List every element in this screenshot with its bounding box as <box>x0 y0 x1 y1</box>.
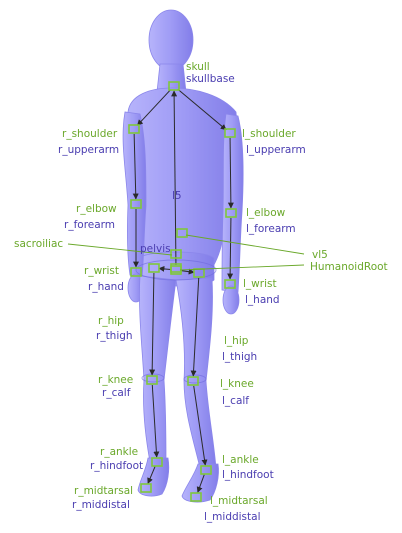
humanoidroot-leader <box>179 264 305 271</box>
joint-box-skullbase <box>168 81 180 91</box>
joint-box-r_middistal <box>140 483 152 493</box>
joint-box-l_calf <box>187 376 199 386</box>
label-skullbase: skullbase <box>186 73 235 85</box>
bone-skullbase-to-l_upperarm <box>177 88 227 131</box>
bone-r_thigh-to-r_calf <box>149 272 156 376</box>
joint-box-l_forearm <box>225 208 237 218</box>
label-r-calf: r_calf <box>102 387 131 399</box>
label-l-hip: l_hip <box>224 335 249 347</box>
labels: skull skullbase r_shoulder r_upperarm l_… <box>14 61 388 523</box>
joint-box-vl5 <box>176 228 188 238</box>
label-l-hand: l_hand <box>245 294 280 306</box>
label-r-hand: r_hand <box>88 281 124 293</box>
label-humanoidroot: HumanoidRoot <box>310 261 388 273</box>
bone-l_thigh-to-l_calf <box>190 277 200 377</box>
joint-box-r_hand <box>130 267 142 277</box>
label-r-shoulder: r_shoulder <box>62 128 118 140</box>
label-sacroiliac: sacroiliac <box>14 238 63 250</box>
label-r-forearm: r_forearm <box>64 219 115 231</box>
label-l-elbow: l_elbow <box>246 207 286 219</box>
bone-l_forearm-to-l_hand <box>227 217 234 280</box>
vl5-leader <box>185 234 305 255</box>
bones-layer <box>132 88 234 493</box>
label-r-knee: r_knee <box>98 374 133 386</box>
label-r-upperarm: r_upperarm <box>58 144 119 156</box>
bone-humanoidroot-to-skullbase <box>171 90 178 266</box>
label-r-hindfoot: r_hindfoot <box>90 460 143 472</box>
joint-box-r_upperarm <box>128 124 140 134</box>
label-pelvis: pelvis <box>140 243 171 255</box>
joint-box-l_middistal <box>190 492 202 502</box>
label-r-middistal: r_middistal <box>72 499 130 511</box>
joint-box-l_hand <box>224 279 236 289</box>
label-r-hip: r_hip <box>98 315 124 327</box>
joint-box-r_calf <box>146 375 158 385</box>
label-r-wrist: r_wrist <box>84 265 119 277</box>
label-l-hindfoot: l_hindfoot <box>222 469 274 481</box>
joint-box-l_hindfoot <box>200 465 212 475</box>
label-r-elbow: r_elbow <box>76 203 117 215</box>
label-l5: l5 <box>172 190 182 202</box>
label-l-wrist: l_wrist <box>243 278 277 290</box>
joint-box-r_thigh <box>148 263 160 273</box>
label-l-midtarsal: l_midtarsal <box>210 495 268 507</box>
label-l-forearm: l_forearm <box>246 223 296 235</box>
joint-box-r_hindfoot <box>151 457 163 467</box>
label-l-middistal: l_middistal <box>204 511 261 523</box>
bone-r_hindfoot-to-r_middistal <box>147 466 156 484</box>
bone-r_upperarm-to-r_forearm <box>132 133 139 200</box>
left-leg-shape <box>175 277 217 469</box>
label-l-calf: l_calf <box>222 395 249 407</box>
label-skull: skull <box>186 61 210 73</box>
bone-humanoidroot-to-l_thigh <box>180 268 195 275</box>
bone-r_calf-to-r_hindfoot <box>151 384 160 458</box>
bone-l_upperarm-to-l_forearm <box>227 137 234 209</box>
label-l-thigh: l_thigh <box>222 351 257 363</box>
label-l-shoulder: l_shoulder <box>242 128 296 140</box>
joint-box-l_upperarm <box>224 128 236 138</box>
right-leg-shape <box>139 275 177 463</box>
left-arm-shape <box>221 113 244 293</box>
left-hand-shape <box>222 285 240 315</box>
bone-skullbase-to-r_upperarm <box>136 89 171 126</box>
label-r-ankle: r_ankle <box>100 446 138 458</box>
joint-box-sacroiliac <box>170 249 182 259</box>
right-foot-shape <box>137 457 170 497</box>
bone-l_hindfoot-to-l_middistal <box>196 474 205 493</box>
bone-humanoidroot-to-r_thigh <box>158 265 172 272</box>
label-vl5: vl5 <box>312 249 328 261</box>
label-l-upperarm: l_upperarm <box>246 144 306 156</box>
label-r-thigh: r_thigh <box>96 330 133 342</box>
label-l-ankle: l_ankle <box>222 454 259 466</box>
sacroiliac-leader <box>67 243 173 256</box>
joints-layer <box>128 81 237 502</box>
joint-box-r_forearm <box>130 199 142 209</box>
bone-l_calf-to-l_hindfoot <box>193 385 208 466</box>
label-r-midtarsal: r_midtarsal <box>74 485 133 497</box>
label-l-knee: l_knee <box>220 378 254 390</box>
leader-lines <box>67 234 305 271</box>
